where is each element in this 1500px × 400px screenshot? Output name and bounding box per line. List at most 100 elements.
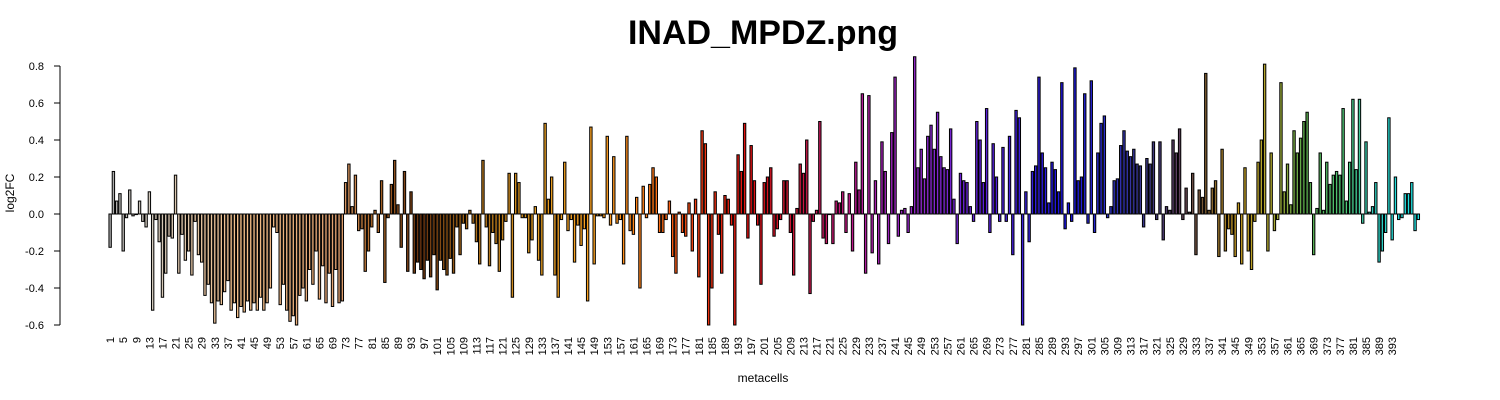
y-tick-label: -0.4 bbox=[25, 283, 44, 295]
x-tick-label: 369 bbox=[1309, 337, 1321, 355]
bar-240 bbox=[890, 132, 894, 215]
bar-341 bbox=[1220, 148, 1224, 215]
bar-346 bbox=[1236, 202, 1241, 215]
x-tick-label: 225 bbox=[838, 337, 850, 355]
bar-351 bbox=[1253, 213, 1257, 222]
x-tick-label: 381 bbox=[1348, 337, 1360, 355]
bar-198 bbox=[752, 180, 757, 215]
x-tick-label: 237 bbox=[877, 337, 889, 355]
bar-106 bbox=[451, 213, 456, 274]
bar-349 bbox=[1246, 213, 1250, 252]
x-tick-label: 221 bbox=[825, 337, 837, 355]
bar-350 bbox=[1249, 213, 1254, 270]
x-tick-label: 249 bbox=[916, 337, 928, 355]
bar-121 bbox=[500, 213, 505, 241]
x-tick-label: 297 bbox=[1073, 337, 1085, 355]
x-tick-label: 37 bbox=[223, 337, 235, 349]
bar-380 bbox=[1347, 161, 1352, 215]
bar-332 bbox=[1190, 172, 1195, 215]
bar-101 bbox=[435, 213, 439, 291]
bar-203 bbox=[769, 167, 773, 215]
bar-325 bbox=[1168, 209, 1172, 215]
bar-337 bbox=[1207, 209, 1211, 215]
x-tick-label: 325 bbox=[1165, 337, 1177, 355]
bar-149 bbox=[592, 213, 596, 265]
bar-3 bbox=[114, 200, 119, 215]
bar-327 bbox=[1174, 152, 1179, 215]
x-tick-label: 149 bbox=[589, 337, 601, 355]
bar-215 bbox=[808, 213, 812, 295]
bar-259 bbox=[952, 198, 956, 215]
bar-362 bbox=[1289, 204, 1293, 215]
bar-392 bbox=[1387, 117, 1391, 215]
x-tick-label: 97 bbox=[419, 337, 431, 349]
bar-150 bbox=[595, 213, 600, 217]
bar-285 bbox=[1037, 76, 1041, 215]
x-tick-label: 357 bbox=[1269, 337, 1281, 355]
bar-330 bbox=[1184, 187, 1188, 215]
bar-377 bbox=[1338, 174, 1342, 215]
bar-255 bbox=[939, 156, 943, 215]
bar-229 bbox=[854, 161, 858, 215]
bar-297 bbox=[1076, 180, 1080, 215]
bar-5 bbox=[121, 213, 125, 252]
bar-65 bbox=[317, 213, 322, 300]
bar-391 bbox=[1383, 213, 1388, 233]
bar-189 bbox=[723, 195, 727, 215]
bar-43 bbox=[245, 213, 250, 302]
x-tick-label: 9 bbox=[131, 337, 143, 343]
bar-366 bbox=[1302, 121, 1306, 215]
bar-269 bbox=[984, 108, 989, 215]
bar-248 bbox=[916, 167, 920, 215]
bar-41 bbox=[239, 213, 243, 307]
bar-159 bbox=[625, 135, 629, 215]
bar-146 bbox=[582, 213, 587, 230]
y-tick-label: -0.6 bbox=[25, 320, 44, 332]
bar-312 bbox=[1125, 150, 1129, 215]
x-tick-label: 105 bbox=[445, 337, 457, 355]
bar-168 bbox=[654, 176, 658, 215]
bar-143 bbox=[572, 213, 577, 263]
bar-222 bbox=[831, 213, 835, 245]
bar-193 bbox=[736, 154, 740, 215]
x-tick-label: 265 bbox=[969, 337, 981, 355]
bar-93 bbox=[409, 191, 413, 215]
bar-70 bbox=[334, 213, 338, 270]
bar-343 bbox=[1226, 213, 1231, 230]
bar-270 bbox=[988, 213, 992, 233]
bar-88 bbox=[392, 159, 397, 215]
bar-328 bbox=[1177, 128, 1182, 215]
bar-384 bbox=[1361, 213, 1365, 224]
bar-233 bbox=[867, 95, 871, 215]
x-tick-label: 373 bbox=[1322, 337, 1334, 355]
bar-72 bbox=[340, 213, 345, 302]
bar-309 bbox=[1115, 178, 1120, 215]
bar-182 bbox=[700, 130, 704, 215]
bar-94 bbox=[412, 213, 416, 274]
x-tick-label: 245 bbox=[903, 337, 915, 355]
bar-277 bbox=[1011, 213, 1015, 256]
bar-69 bbox=[330, 213, 335, 307]
x-tick-label: 61 bbox=[301, 337, 313, 349]
x-tick-label: 201 bbox=[759, 337, 771, 355]
bar-210 bbox=[791, 213, 796, 276]
bar-4 bbox=[118, 193, 122, 215]
x-tick-label: 189 bbox=[720, 337, 732, 355]
bar-108 bbox=[458, 213, 462, 256]
x-tick-label: 217 bbox=[812, 337, 824, 355]
bar-111 bbox=[468, 209, 472, 215]
bar-183 bbox=[703, 143, 708, 215]
bars bbox=[108, 56, 1421, 326]
bar-103 bbox=[442, 213, 446, 270]
bar-160 bbox=[628, 213, 632, 232]
x-tick-label: 261 bbox=[955, 337, 967, 355]
bar-42 bbox=[242, 213, 246, 313]
bar-256 bbox=[942, 167, 946, 215]
bar-252 bbox=[929, 124, 933, 215]
bar-76 bbox=[353, 174, 358, 215]
x-tick-label: 13 bbox=[144, 337, 156, 349]
bar-186 bbox=[713, 191, 717, 215]
bar-263 bbox=[965, 182, 969, 215]
bar-169 bbox=[657, 213, 662, 233]
